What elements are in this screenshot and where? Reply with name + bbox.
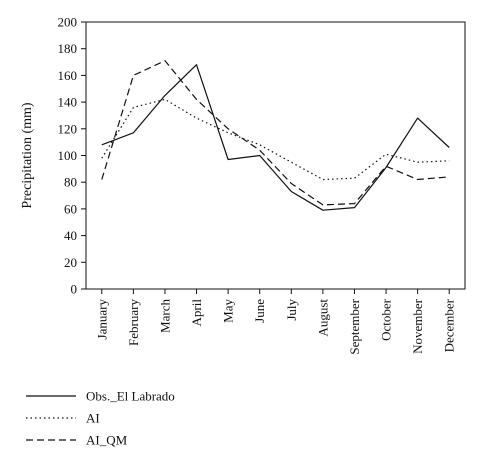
series-line-2: [101, 60, 450, 206]
y-tick-label: 140: [58, 95, 78, 110]
legend-label-0: Obs._El Labrado: [86, 389, 175, 404]
x-tick-label: September: [347, 298, 362, 354]
x-tick-label: February: [126, 299, 141, 346]
x-tick-label: October: [379, 298, 394, 341]
y-tick-label: 0: [71, 282, 78, 297]
x-axis-ticks: January February March April May June July Augu…: [94, 289, 457, 355]
x-tick-label: January: [94, 299, 109, 340]
series-line-1: [101, 98, 450, 181]
series-line-0: [101, 64, 450, 211]
x-tick-label: December: [442, 298, 457, 352]
legend: Obs._El Labrado AI AI_QM: [26, 389, 175, 448]
y-tick-label: 40: [64, 228, 77, 243]
y-tick-label: 80: [64, 175, 77, 190]
y-axis-label: Precipitation (mm): [20, 102, 35, 208]
legend-label-2: AI_QM: [86, 433, 128, 448]
y-tick-label: 180: [58, 41, 78, 56]
y-axis-ticks: 0 20 40 60 80 100 120 140 160 180 200: [58, 15, 86, 297]
y-tick-label: 60: [64, 201, 77, 216]
series-lines: [101, 60, 450, 211]
x-tick-label: August: [315, 299, 330, 337]
axes: [85, 21, 466, 290]
x-tick-label: July: [284, 299, 299, 321]
legend-label-1: AI: [86, 411, 100, 426]
x-tick-label: June: [252, 299, 267, 323]
plot-frame: [85, 21, 466, 290]
x-tick-label: November: [410, 298, 425, 354]
y-tick-label: 120: [58, 121, 78, 136]
y-tick-label: 100: [58, 148, 78, 163]
x-tick-label: May: [221, 299, 236, 323]
x-tick-label: April: [189, 299, 204, 327]
x-tick-label: March: [157, 299, 172, 333]
y-tick-label: 20: [64, 255, 77, 270]
y-tick-label: 160: [58, 68, 78, 83]
y-tick-label: 200: [58, 15, 78, 30]
